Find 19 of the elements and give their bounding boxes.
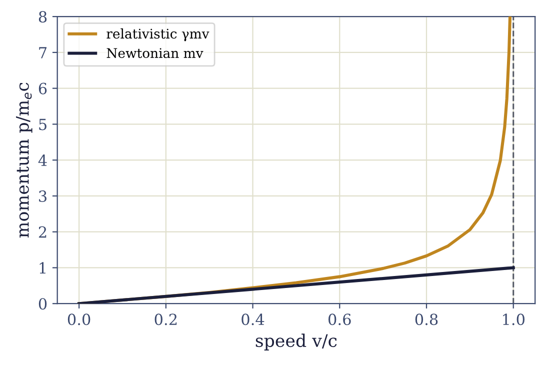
y-tick-label: 0 — [38, 298, 47, 310]
x-tick-label: 0.4 — [242, 314, 264, 326]
x-tick-label: 0.0 — [68, 314, 90, 326]
legend-label: Newtonian mv — [106, 48, 204, 58]
x-tick-label: 1.0 — [503, 314, 524, 326]
y-tick-label: 4 — [38, 154, 47, 166]
y-tick-label: 3 — [39, 190, 46, 202]
y-tick-label: 7 — [39, 47, 47, 58]
y-tick-label: 2 — [38, 226, 46, 238]
legend-label: relativistic γmv — [106, 28, 210, 42]
y-tick-label: 1 — [40, 262, 46, 274]
x-tick-label: 0.6 — [328, 314, 351, 326]
y-axis-title: momentum p/m$_{e}$c — [16, 82, 32, 238]
y-tick-label: 5 — [39, 118, 46, 130]
y-tick-label: 8 — [38, 11, 47, 23]
x-tick-label: 0.2 — [154, 314, 177, 326]
x-tick-label: 0.8 — [415, 314, 438, 326]
x-axis-title: speed v/c — [256, 334, 337, 350]
y-tick-label: 6 — [38, 82, 47, 94]
